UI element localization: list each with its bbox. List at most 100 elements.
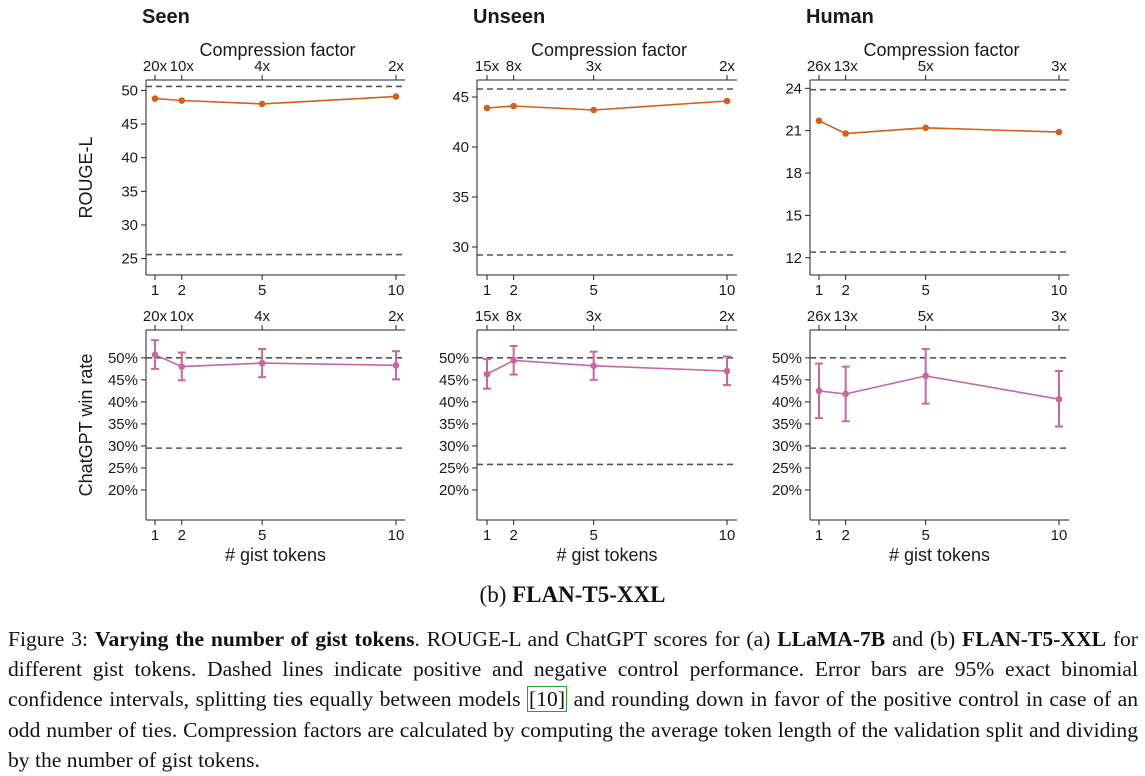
p2-data-point: [922, 124, 929, 132]
p4-bottom-tick-label: 1: [483, 527, 491, 544]
p5-y-tick-label: 20%: [772, 482, 802, 499]
p5-data-point: [842, 390, 849, 398]
p1-data-point: [723, 97, 731, 105]
p5-y-tick-label: 40%: [772, 394, 802, 411]
p1-top-axis-title: Compression factor: [531, 40, 687, 60]
p4-data-point: [723, 367, 731, 375]
figure-3-charts: 25303540455020x110x24x52x10SeenCompressi…: [76, 6, 1069, 565]
p0-bottom-tick-label: 10: [388, 282, 405, 299]
p3-bottom-tick-label: 2: [178, 527, 186, 544]
p5-bottom-tick-label: 1: [815, 527, 823, 544]
p1-data-point: [590, 106, 597, 114]
p2-top-tick-label: 13x: [834, 58, 859, 75]
p3-y-axis-title: ChatGPT win rate: [76, 354, 96, 497]
p5-x-axis-title: # gist tokens: [889, 545, 990, 565]
p4-data-point: [483, 370, 491, 378]
subfigure-caption: (b) FLAN-T5-XXL: [479, 582, 666, 607]
p0-y-tick-label: 30: [121, 217, 138, 234]
p0-y-tick-label: 35: [121, 183, 138, 200]
p0-data-point: [178, 97, 186, 104]
p0-panel-title: Seen: [142, 6, 190, 28]
p3-bottom-tick-label: 10: [388, 527, 405, 544]
p4-top-tick-label: 15x: [475, 308, 500, 325]
p2-panel-title: Human: [806, 6, 874, 28]
caption-model-b: FLAN-T5-XXL: [962, 627, 1106, 651]
p4-y-tick-label: 45%: [439, 372, 469, 389]
p1-top-tick-label: 3x: [586, 58, 602, 75]
p5-data-point: [922, 372, 929, 380]
p0-data-point: [392, 93, 400, 100]
p1-bottom-tick-label: 2: [509, 282, 517, 299]
p2-series-line: [818, 120, 1060, 135]
p3-data-point: [392, 362, 400, 369]
p5-data-point: [815, 387, 823, 395]
subfigure-model-name: FLAN-T5-XXL: [512, 582, 666, 607]
p2-top-tick-label: 26x: [807, 58, 832, 75]
citation-link[interactable]: [10]: [527, 686, 568, 713]
p0-y-axis-title: ROUGE-L: [76, 136, 96, 218]
p4-bottom-tick-label: 10: [719, 527, 736, 544]
p3-bottom-tick-label: 1: [151, 527, 159, 544]
p5-y-tick-label: 50%: [772, 350, 802, 367]
p0-y-tick-label: 45: [121, 116, 138, 133]
p1-y-tick-label: 45: [452, 89, 469, 106]
p4-y-tick-label: 35%: [439, 416, 469, 433]
caption-model-a: LLaMA-7B: [777, 627, 886, 651]
p1-series-line: [486, 100, 728, 111]
p0-top-axis-title: Compression factor: [199, 40, 355, 60]
p3-top-tick-label: 10x: [170, 308, 195, 325]
p1-data-point: [510, 102, 517, 110]
p2-y-tick-label: 21: [785, 123, 802, 140]
p0-top-tick-label: 2x: [388, 58, 404, 75]
p2-bottom-tick-label: 10: [1051, 282, 1068, 299]
p3-top-tick-label: 4x: [254, 308, 270, 325]
p1-top-tick-label: 8x: [506, 58, 522, 75]
p0-bottom-tick-label: 1: [151, 282, 159, 299]
p1-y-tick-label: 30: [452, 239, 469, 256]
p4-y-tick-label: 40%: [439, 394, 469, 411]
p0-data-point: [151, 95, 159, 102]
p4-top-tick-label: 8x: [506, 308, 522, 325]
p3-y-tick-label: 20%: [108, 482, 138, 499]
p1-bottom-tick-label: 10: [719, 282, 736, 299]
p2-top-axis-title: Compression factor: [863, 40, 1019, 60]
p2-data-point: [842, 130, 849, 137]
p3-top-tick-label: 20x: [143, 308, 168, 325]
p4-data-point: [510, 357, 517, 364]
p2-bottom-tick-label: 1: [815, 282, 823, 299]
p3-x-axis-title: # gist tokens: [225, 545, 326, 565]
p0-y-tick-label: 25: [121, 251, 138, 268]
p5-bottom-tick-label: 10: [1051, 527, 1068, 544]
p2-y-tick-label: 15: [785, 207, 802, 224]
p4-y-tick-label: 25%: [439, 460, 469, 477]
p3-data-point: [178, 363, 186, 370]
caption-label: Figure 3:: [8, 627, 95, 651]
p5-bottom-tick-label: 2: [841, 527, 849, 544]
p5-top-tick-label: 26x: [807, 308, 832, 325]
p3-data-point: [258, 359, 266, 367]
p2-bottom-tick-label: 2: [841, 282, 849, 299]
p1-y-tick-label: 40: [452, 139, 469, 156]
p3-y-tick-label: 45%: [108, 372, 138, 389]
p3-y-tick-label: 30%: [108, 438, 138, 455]
p4-bottom-tick-label: 2: [509, 527, 517, 544]
p4-bottom-tick-label: 5: [589, 527, 597, 544]
p1-panel-title: Unseen: [473, 6, 545, 28]
p5-y-tick-label: 45%: [772, 372, 802, 389]
p2-y-tick-label: 24: [785, 80, 802, 97]
p1-bottom-tick-label: 5: [589, 282, 597, 299]
p5-top-tick-label: 13x: [834, 308, 859, 325]
p3-y-tick-label: 35%: [108, 416, 138, 433]
p5-y-tick-label: 35%: [772, 416, 802, 433]
p1-top-tick-label: 2x: [719, 58, 735, 75]
p5-top-tick-label: 5x: [918, 308, 934, 325]
p3-series-line: [154, 354, 397, 368]
p4-y-tick-label: 50%: [439, 350, 469, 367]
p0-top-tick-label: 20x: [143, 58, 168, 75]
p1-bottom-tick-label: 1: [483, 282, 491, 299]
p2-data-point: [1055, 128, 1063, 136]
p2-y-tick-label: 18: [785, 165, 802, 182]
p3-top-tick-label: 2x: [388, 308, 404, 325]
p4-data-point: [590, 362, 597, 370]
p4-y-tick-label: 30%: [439, 438, 469, 455]
